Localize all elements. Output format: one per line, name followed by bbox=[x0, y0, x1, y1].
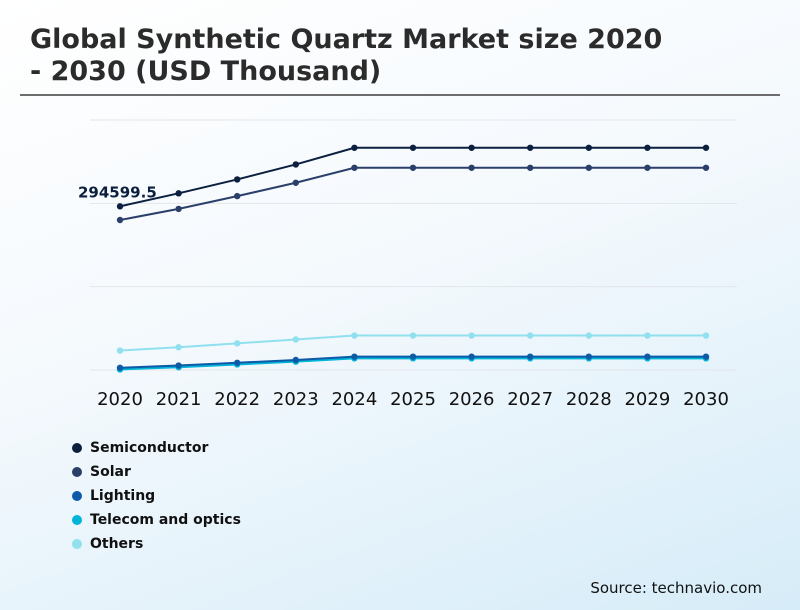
x-tick-label: 2026 bbox=[449, 389, 495, 410]
x-tick-label: 2028 bbox=[566, 389, 612, 410]
data-point-lighting bbox=[234, 359, 241, 366]
x-tick-label: 2023 bbox=[273, 389, 319, 410]
data-point-others bbox=[585, 332, 592, 339]
legend-label: Others bbox=[90, 536, 144, 552]
x-tick-label: 2025 bbox=[390, 389, 436, 410]
legend-marker bbox=[72, 443, 82, 453]
data-point-lighting bbox=[644, 353, 651, 360]
legend-marker bbox=[72, 491, 82, 501]
data-point-lighting bbox=[175, 362, 182, 369]
data-point-semiconductor bbox=[585, 144, 592, 151]
x-tick-label: 2021 bbox=[156, 389, 202, 410]
data-point-semiconductor bbox=[409, 144, 417, 151]
data-point-lighting bbox=[351, 353, 358, 360]
data-point-lighting bbox=[527, 353, 534, 360]
source-credit: Source: technavio.com bbox=[590, 579, 762, 597]
data-point-others bbox=[702, 332, 710, 339]
legend-item-others: Others bbox=[72, 532, 241, 556]
x-tick-label: 2030 bbox=[683, 389, 729, 410]
legend-label: Semiconductor bbox=[90, 440, 209, 456]
data-point-semiconductor bbox=[468, 144, 475, 151]
legend-marker bbox=[72, 467, 82, 477]
chart-title-line-1: Global Synthetic Quartz Market size 2020 bbox=[30, 24, 663, 55]
data-point-solar bbox=[234, 192, 241, 200]
data-point-others bbox=[409, 332, 417, 339]
data-point-solar bbox=[527, 164, 534, 171]
data-point-solar bbox=[409, 164, 417, 171]
data-point-lighting bbox=[292, 356, 299, 364]
legend-marker bbox=[72, 515, 82, 525]
data-label-annotation: 294599.5 bbox=[78, 183, 157, 201]
data-point-lighting bbox=[116, 364, 124, 371]
title-divider bbox=[20, 94, 780, 96]
legend-item-telecom-and-optics: Telecom and optics bbox=[72, 508, 241, 532]
data-point-lighting bbox=[585, 353, 592, 360]
data-point-semiconductor bbox=[527, 144, 534, 151]
legend-item-semiconductor: Semiconductor bbox=[72, 436, 241, 460]
data-point-semiconductor bbox=[116, 203, 124, 210]
x-tick-label: 2029 bbox=[624, 389, 670, 410]
legend-item-solar: Solar bbox=[72, 460, 241, 484]
data-point-solar bbox=[644, 164, 651, 171]
data-point-solar bbox=[116, 216, 124, 224]
data-point-solar bbox=[468, 164, 475, 171]
legend-item-lighting: Lighting bbox=[72, 484, 241, 508]
chart-legend: Semiconductor Solar Lighting Telecom and op… bbox=[72, 436, 241, 556]
data-point-solar bbox=[702, 164, 710, 171]
data-point-others bbox=[234, 340, 241, 347]
data-point-semiconductor bbox=[351, 144, 358, 151]
data-point-lighting bbox=[468, 353, 475, 360]
chart-title-line-2: - 2030 (USD Thousand) bbox=[30, 56, 382, 87]
x-tick-label: 2024 bbox=[331, 389, 377, 410]
data-point-semiconductor bbox=[644, 144, 651, 151]
legend-marker bbox=[72, 539, 82, 549]
legend-label: Telecom and optics bbox=[90, 512, 241, 528]
data-point-lighting bbox=[702, 353, 710, 360]
x-tick-label: 2022 bbox=[214, 389, 260, 410]
legend-label: Lighting bbox=[90, 488, 156, 504]
data-point-others bbox=[116, 347, 124, 354]
x-tick-label: 2020 bbox=[97, 389, 143, 410]
x-tick-label: 2027 bbox=[507, 389, 553, 410]
data-point-others bbox=[527, 332, 534, 339]
data-point-solar bbox=[585, 164, 592, 171]
data-point-semiconductor bbox=[234, 176, 241, 183]
data-point-others bbox=[468, 332, 475, 339]
data-point-solar bbox=[175, 205, 182, 213]
data-point-others bbox=[351, 332, 358, 339]
data-point-others bbox=[644, 332, 651, 339]
legend-label: Solar bbox=[90, 464, 131, 480]
data-point-solar bbox=[292, 179, 299, 186]
data-point-semiconductor bbox=[702, 144, 710, 151]
data-point-semiconductor bbox=[292, 161, 299, 168]
series-line-solar bbox=[119, 166, 706, 221]
series-line-semiconductor bbox=[119, 146, 706, 208]
chart-title: Global Synthetic Quartz Market size 2020… bbox=[30, 24, 770, 88]
data-point-others bbox=[292, 336, 299, 343]
data-point-lighting bbox=[409, 353, 417, 360]
data-point-solar bbox=[351, 164, 358, 171]
data-point-semiconductor bbox=[175, 190, 182, 197]
data-point-others bbox=[175, 344, 182, 351]
